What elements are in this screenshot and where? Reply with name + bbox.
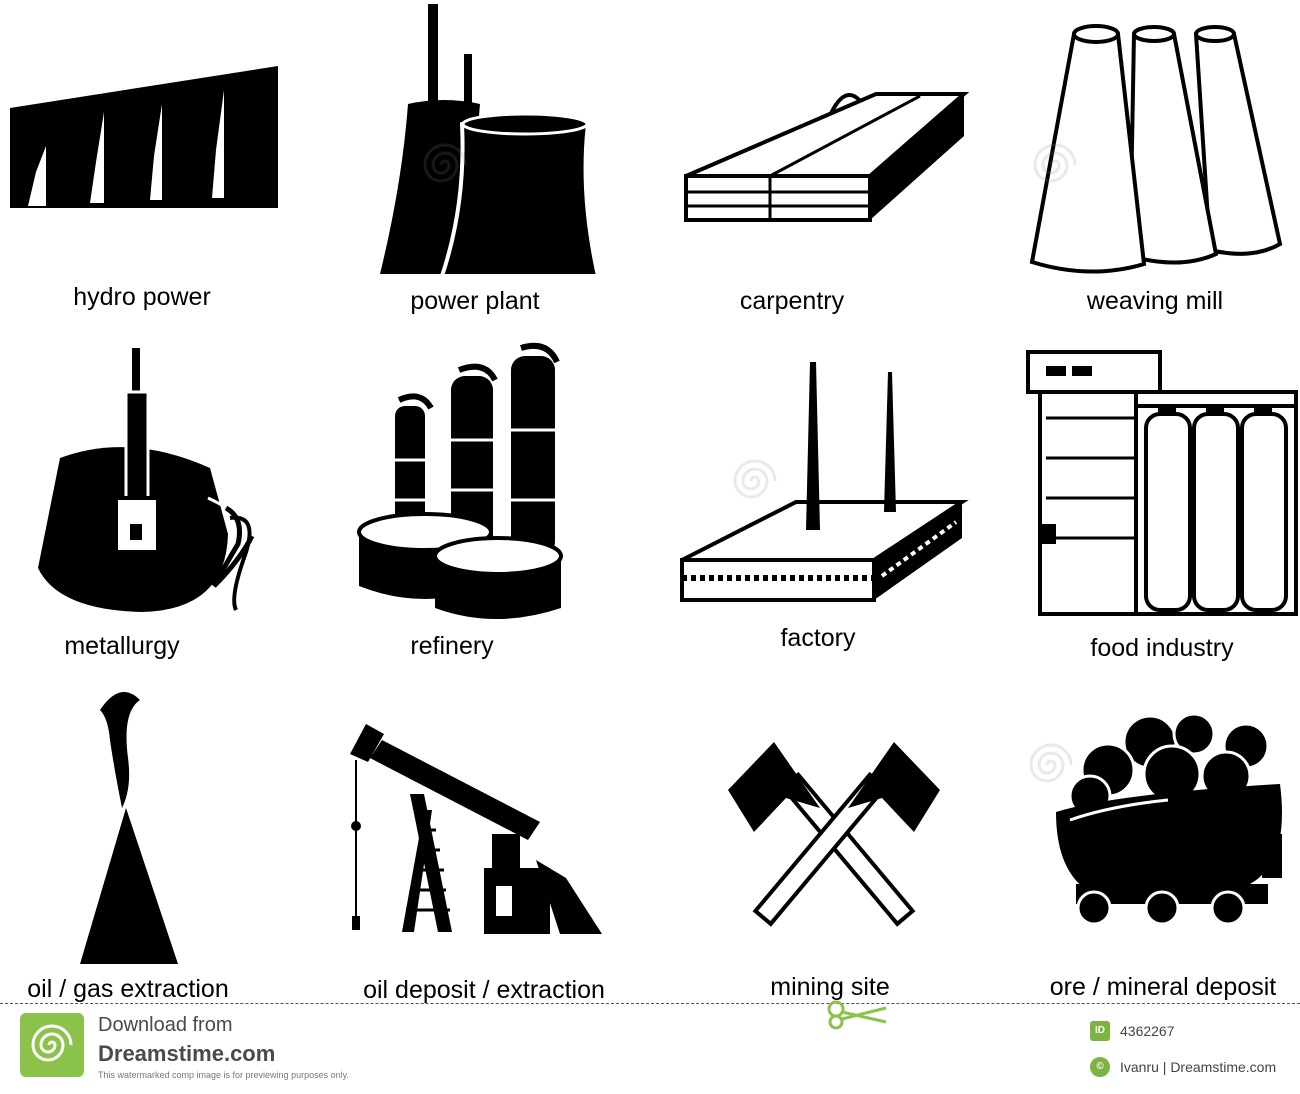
carpentry-icon [684,92,970,222]
icon-label: power plant [410,287,540,315]
scissors-icon [827,1000,887,1030]
watermark-swirl-icon [1033,143,1077,183]
icon-label: food industry [1090,634,1234,662]
image-id: 4362267 [1120,1023,1175,1039]
icon-label: ore / mineral deposit [1049,973,1277,1001]
icon-label: refinery [410,632,494,660]
author-credit[interactable]: Ivanru | Dreamstime.com [1120,1059,1277,1075]
watermark-swirl-icon [1029,743,1073,783]
oil-deposit-extraction-icon [350,724,602,934]
watermark-swirl-icon [423,143,467,183]
dreamstime-logo-icon [20,1013,84,1077]
icon-label: carpentry [739,287,845,315]
preview-notice: This watermarked comp image is for previ… [98,1070,349,1080]
copyright-badge: © [1090,1057,1110,1077]
icon-label: metallurgy [64,632,180,660]
weaving-mill-icon [1029,24,1283,274]
watermark-swirl-icon [733,459,777,499]
site-name[interactable]: Dreamstime.com [98,1041,276,1066]
download-from-text: Download from [98,1014,233,1036]
icon-label: weaving mill [1086,287,1224,315]
icon-label: mining site [770,973,890,1001]
metallurgy-icon [38,348,255,612]
mining-site-icon [728,742,940,927]
id-badge: ID [1090,1021,1110,1041]
icon-label: factory [780,624,856,652]
icon-label: hydro power [73,283,211,311]
icon-label: oil deposit / extraction [363,976,605,1004]
oil-gas-extraction-icon [80,692,178,964]
factory-icon [680,362,969,602]
power-plant-icon [380,4,601,278]
icon-label: oil / gas extraction [27,975,229,1003]
refinery-icon [357,342,563,619]
cut-line [0,1003,1300,1004]
food-industry-icon [1026,350,1298,616]
hydro-power-icon [10,66,278,208]
ore-mineral-deposit-icon [1056,712,1282,926]
